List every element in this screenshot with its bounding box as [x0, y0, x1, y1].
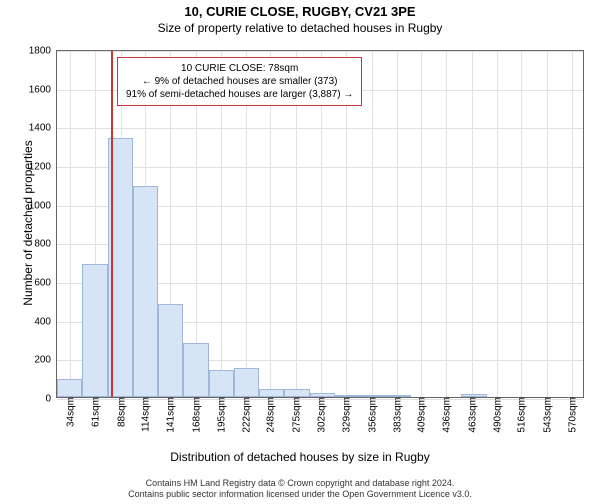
x-tick-label: 490sqm: [491, 397, 504, 433]
x-tick-label: 383sqm: [390, 397, 403, 433]
footer-attribution: Contains HM Land Registry data © Crown c…: [0, 478, 600, 501]
y-tick-label: 800: [34, 239, 57, 250]
histogram-bar: [209, 370, 234, 397]
gridline-vertical: [547, 51, 548, 397]
y-tick-label: 600: [34, 278, 57, 289]
x-tick-label: 275sqm: [289, 397, 302, 433]
x-tick-label: 302sqm: [315, 397, 328, 433]
x-tick-label: 409sqm: [415, 397, 428, 433]
gridline-vertical: [372, 51, 373, 397]
footer-line-2: Contains public sector information licen…: [0, 489, 600, 500]
y-tick-label: 0: [45, 394, 57, 405]
x-tick-label: 88sqm: [114, 397, 127, 427]
histogram-bar: [57, 379, 82, 397]
y-tick-label: 400: [34, 316, 57, 327]
x-tick-label: 195sqm: [214, 397, 227, 433]
histogram-bar: [183, 343, 208, 397]
gridline-horizontal: [57, 128, 583, 129]
y-tick-label: 1600: [29, 84, 57, 95]
x-tick-label: 329sqm: [340, 397, 353, 433]
gridline-vertical: [397, 51, 398, 397]
y-tick-label: 1000: [29, 200, 57, 211]
x-tick-label: 34sqm: [64, 397, 77, 427]
histogram-bar: [335, 395, 360, 397]
histogram-bar: [133, 186, 158, 397]
gridline-vertical: [521, 51, 522, 397]
gridline-vertical: [572, 51, 573, 397]
reference-line: [111, 51, 113, 397]
x-tick-label: 222sqm: [240, 397, 253, 433]
histogram-bar: [284, 389, 309, 397]
gridline-horizontal: [57, 167, 583, 168]
y-tick-label: 1400: [29, 123, 57, 134]
histogram-bar: [386, 395, 411, 397]
x-tick-label: 436sqm: [440, 397, 453, 433]
x-axis-label: Distribution of detached houses by size …: [0, 450, 600, 464]
gridline-vertical: [421, 51, 422, 397]
annotation-line-2: ← 9% of detached houses are smaller (373…: [126, 75, 353, 88]
gridline-vertical: [446, 51, 447, 397]
histogram-bar: [461, 394, 486, 397]
x-tick-label: 463sqm: [465, 397, 478, 433]
histogram-bar: [234, 368, 259, 397]
annotation-box: 10 CURIE CLOSE: 78sqm← 9% of detached ho…: [117, 57, 362, 106]
gridline-vertical: [472, 51, 473, 397]
histogram-bar: [310, 393, 335, 397]
gridline-vertical: [70, 51, 71, 397]
plot-area: 02004006008001000120014001600180034sqm61…: [56, 50, 584, 398]
histogram-bar: [158, 304, 183, 397]
x-tick-label: 141sqm: [164, 397, 177, 433]
y-axis-label: Number of detached properties: [21, 123, 35, 323]
histogram-bar: [360, 395, 385, 397]
gridline-horizontal: [57, 51, 583, 52]
footer-line-1: Contains HM Land Registry data © Crown c…: [0, 478, 600, 489]
x-tick-label: 570sqm: [565, 397, 578, 433]
histogram-bar: [82, 264, 107, 397]
histogram-bar: [259, 389, 284, 397]
x-tick-label: 543sqm: [540, 397, 553, 433]
x-tick-label: 168sqm: [189, 397, 202, 433]
chart-subtitle: Size of property relative to detached ho…: [0, 21, 600, 35]
x-tick-label: 516sqm: [515, 397, 528, 433]
y-tick-label: 1200: [29, 162, 57, 173]
y-tick-label: 200: [34, 355, 57, 366]
y-tick-label: 1800: [29, 46, 57, 57]
x-tick-label: 248sqm: [264, 397, 277, 433]
x-tick-label: 61sqm: [89, 397, 102, 427]
chart-title: 10, CURIE CLOSE, RUGBY, CV21 3PE: [0, 4, 600, 19]
annotation-line-3: 91% of semi-detached houses are larger (…: [126, 88, 353, 101]
x-tick-label: 114sqm: [139, 397, 152, 432]
annotation-line-1: 10 CURIE CLOSE: 78sqm: [126, 62, 353, 75]
x-tick-label: 356sqm: [365, 397, 378, 433]
gridline-vertical: [497, 51, 498, 397]
